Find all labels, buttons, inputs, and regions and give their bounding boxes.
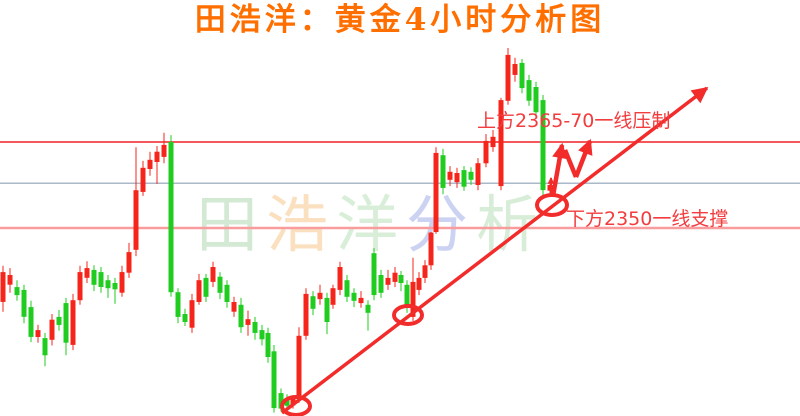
candle-body [14, 287, 20, 296]
candle-body [398, 275, 404, 283]
candle-body [105, 280, 111, 289]
candle-body [161, 144, 167, 157]
candle-body [416, 277, 422, 290]
candle-body [168, 142, 174, 293]
candle-body [317, 292, 323, 300]
candle-body [351, 292, 357, 301]
candle-body [231, 302, 237, 312]
candle-body [533, 87, 539, 113]
candle-body [245, 319, 251, 325]
candle-body [422, 265, 428, 278]
candle-body [91, 269, 97, 285]
candle-body [475, 163, 481, 185]
watermark-char: 浩 [266, 188, 337, 261]
candle-body [498, 100, 504, 187]
touch-circle [280, 395, 312, 416]
candle-body [7, 275, 13, 285]
candle-body [182, 314, 188, 322]
candle-body [519, 62, 525, 89]
candle-body [371, 253, 377, 296]
candle-body [196, 280, 202, 302]
candle-body [505, 54, 511, 101]
candle-body [526, 80, 532, 101]
candle-body [21, 289, 27, 317]
candle-body [175, 292, 181, 317]
candle-body [404, 284, 410, 308]
candle-body [28, 307, 34, 337]
candle-body [98, 272, 104, 287]
candle-body [126, 252, 132, 273]
candle-body [49, 319, 55, 340]
candle-body [490, 136, 496, 148]
candle-body [35, 330, 41, 337]
candle-body [252, 322, 258, 333]
candle-body [392, 272, 398, 282]
candle-body [217, 276, 223, 293]
candle-body [210, 267, 216, 282]
candle-body [358, 297, 364, 304]
candle-body [324, 297, 330, 322]
projection-zigzag-arrow [573, 138, 593, 178]
candle-body [440, 155, 446, 188]
resistance-annotation: 上方2365-70一线压制 [477, 110, 671, 132]
candle-body [63, 303, 69, 343]
candle-body [56, 316, 62, 325]
candle-body [385, 277, 391, 285]
candle-body [278, 393, 284, 409]
candle-body [84, 268, 90, 278]
touch-circle [392, 304, 424, 326]
support-annotation: 下方2350一线支撑 [566, 208, 729, 230]
candle-body [147, 159, 153, 169]
candle-body [428, 232, 434, 266]
candle-body [365, 304, 371, 313]
candle-body [154, 151, 160, 162]
candle-body [433, 152, 439, 232]
candle-body [512, 64, 518, 75]
watermark-char: 洋 [336, 188, 407, 261]
candle-body [119, 272, 125, 293]
candle-body [133, 190, 139, 250]
candle-body [290, 396, 296, 406]
candle-body [271, 351, 277, 409]
candle-body [447, 171, 453, 180]
candle-body [112, 283, 118, 290]
candle-body [344, 280, 350, 297]
projection-zigzag-arrow [550, 142, 568, 197]
projection-zigzag-arrow [562, 149, 579, 178]
candle-body [330, 288, 336, 305]
candle-body [303, 293, 309, 336]
candle-body [189, 300, 195, 328]
candle-body [310, 296, 316, 309]
candle-body [468, 171, 474, 180]
candle-body [483, 140, 489, 164]
candle-body [284, 398, 290, 406]
candle-body [42, 338, 48, 356]
candle-body [140, 167, 146, 192]
candle-body [378, 275, 384, 293]
chart-title: 田浩洋：黄金4小时分析图 [194, 2, 606, 38]
candle-body [77, 272, 83, 301]
candle-body [238, 304, 244, 328]
candle-body [410, 281, 416, 317]
candle-body [203, 277, 209, 297]
candle-body [259, 330, 265, 340]
candle-body [70, 300, 76, 345]
candle-body [454, 173, 460, 183]
watermark-char: 田 [196, 188, 267, 261]
candle-body [265, 332, 271, 357]
candle-body [0, 272, 6, 302]
candle-body [461, 170, 467, 187]
candle-body [337, 267, 343, 290]
candle-body [540, 100, 546, 191]
candle-body [296, 335, 302, 399]
candle-body [224, 284, 230, 302]
trend-arrow [280, 86, 709, 415]
